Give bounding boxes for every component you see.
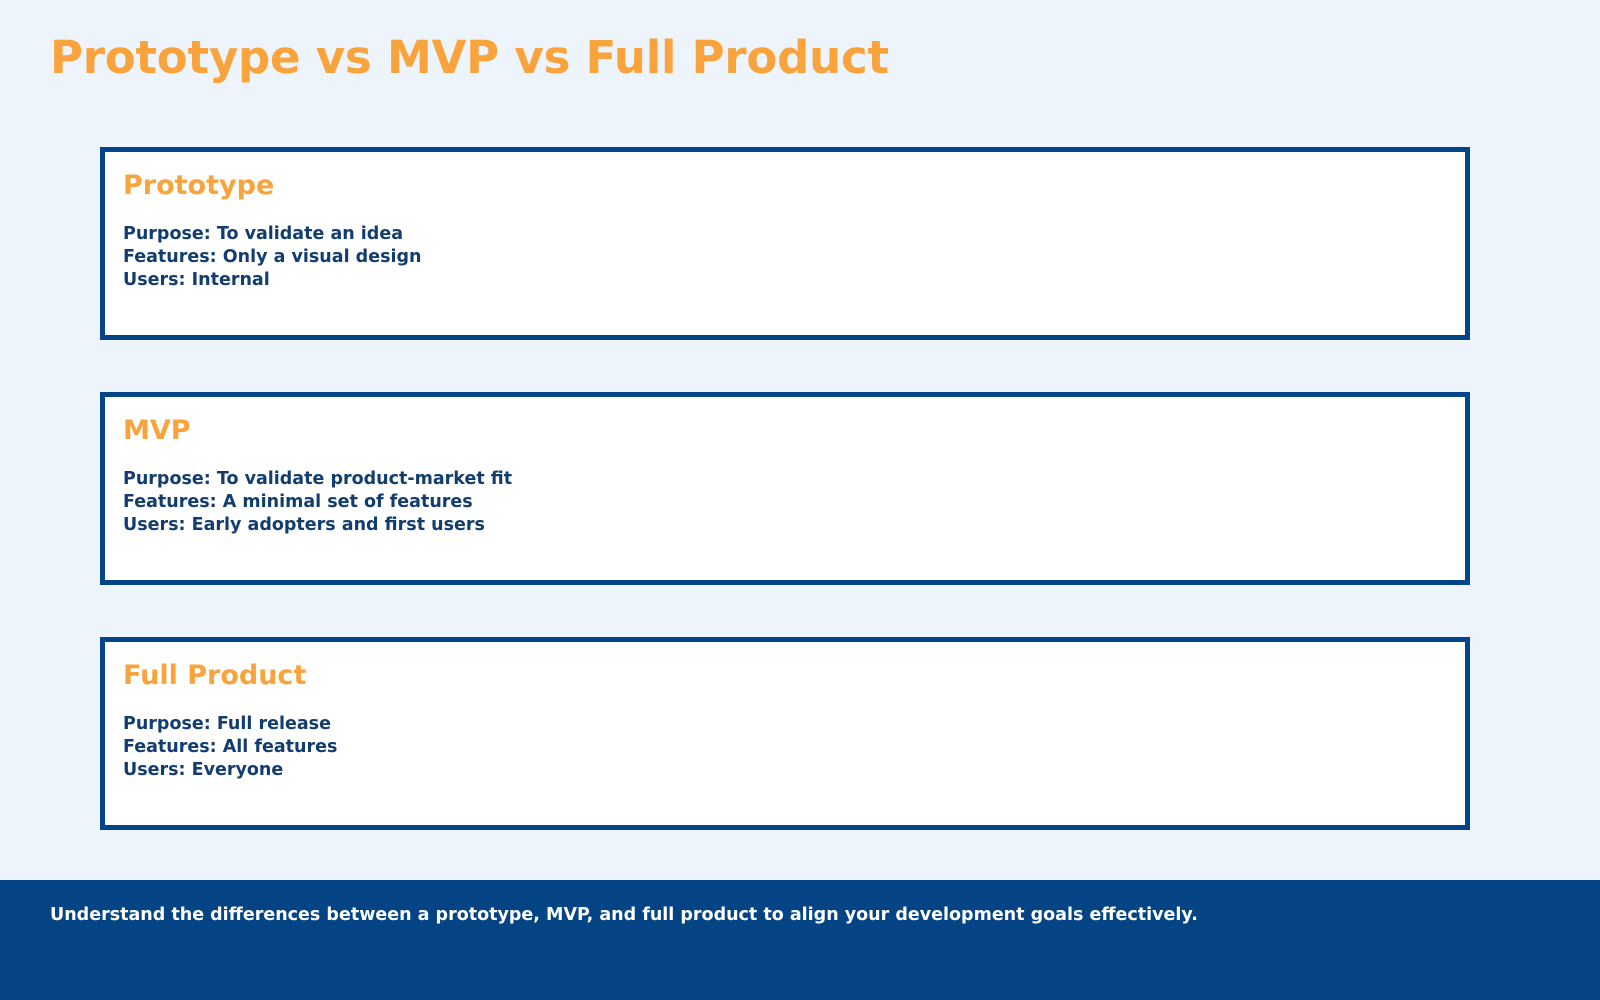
card-heading: MVP [123, 415, 191, 446]
card-line-users: Users: Early adopters and first users [123, 514, 485, 535]
card-line-purpose: Purpose: To validate an idea [123, 224, 404, 244]
page-title: Prototype vs MVP vs Full Product [50, 31, 889, 84]
card-mvp[interactable]: MVP Purpose: To validate product-market … [100, 392, 1470, 585]
footer-caption: Understand the differences between a pro… [50, 905, 1198, 925]
card-full-product[interactable]: Full Product Purpose: Full release Featu… [100, 637, 1470, 830]
card-body: Purpose: To validate an idea Features: O… [123, 223, 1447, 291]
footer-banner: Understand the differences between a pro… [0, 880, 1600, 1000]
card-line-users: Users: Internal [123, 269, 270, 290]
card-body: Purpose: To validate product-market fit … [123, 468, 1447, 536]
card-line-features: Features: All features [123, 736, 338, 757]
card-body: Purpose: Full release Features: All feat… [123, 713, 1447, 781]
card-line-features: Features: Only a visual design [123, 246, 422, 267]
card-list: Prototype Purpose: To validate an idea F… [100, 147, 1470, 830]
card-line-features: Features: A minimal set of features [123, 491, 473, 512]
card-line-purpose: Purpose: To validate product-market fit [123, 469, 513, 489]
card-heading: Full Product [123, 660, 307, 691]
card-heading: Prototype [123, 170, 275, 201]
card-line-purpose: Purpose: Full release [123, 714, 331, 734]
card-line-users: Users: Everyone [123, 759, 284, 780]
card-prototype[interactable]: Prototype Purpose: To validate an idea F… [100, 147, 1470, 340]
